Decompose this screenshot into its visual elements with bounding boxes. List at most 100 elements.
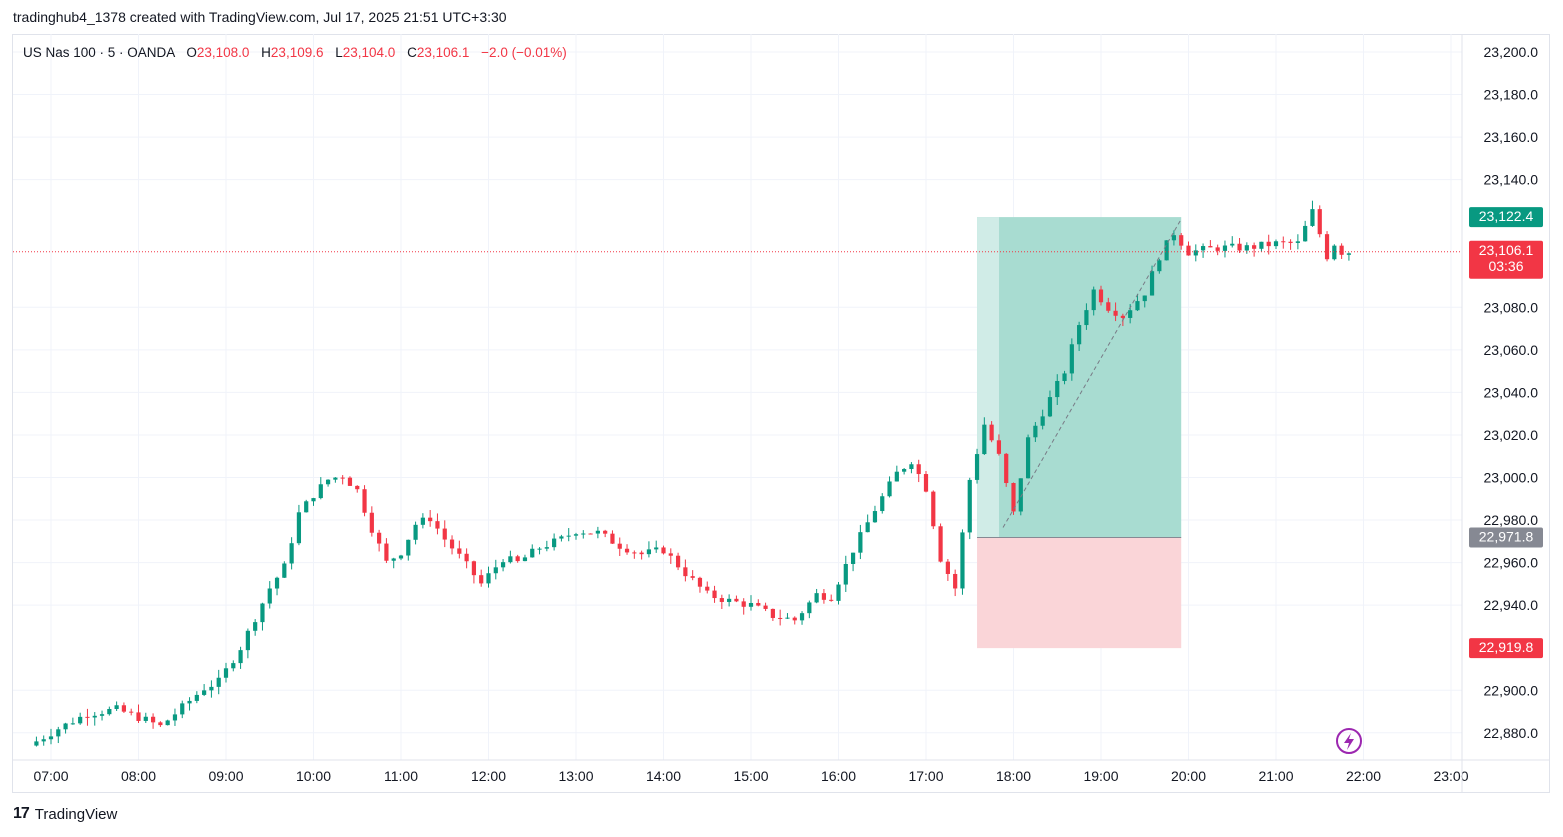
candle-body[interactable] [982,424,987,455]
candle-body[interactable] [537,548,542,550]
candle-body[interactable] [1222,245,1228,251]
candle-body[interactable] [734,598,739,602]
candle-body[interactable] [1171,235,1177,241]
candle-body[interactable] [1266,241,1271,247]
candle-body[interactable] [471,561,477,576]
candle-body[interactable] [872,511,878,523]
candle-body[interactable] [369,512,374,533]
candle-body[interactable] [78,716,83,724]
candle-body[interactable] [719,598,724,602]
candle-body[interactable] [202,690,207,695]
candle-body[interactable] [500,562,506,568]
candle-body[interactable] [85,716,90,718]
candle-body[interactable] [56,729,61,737]
candle-body[interactable] [727,598,732,602]
candle-body[interactable] [544,547,549,549]
candle-body[interactable] [479,575,484,584]
candle-body[interactable] [1346,253,1352,255]
candle-body[interactable] [289,543,294,564]
candle-body[interactable] [1208,246,1213,248]
candle-body[interactable] [829,599,834,601]
candle-body[interactable] [1011,483,1016,512]
candle-body[interactable] [92,715,97,718]
candle-body[interactable] [187,700,192,704]
candle-body[interactable] [1004,453,1009,484]
footer-brand[interactable]: 17 TradingView [13,805,117,823]
candle-body[interactable] [967,479,972,533]
candle-body[interactable] [1179,235,1184,246]
candle-body[interactable] [756,602,761,606]
loss-zone[interactable] [977,537,1182,649]
candle-body[interactable] [1033,425,1038,438]
candle-body[interactable] [274,577,280,589]
candle-body[interactable] [850,552,856,564]
candle-body[interactable] [996,440,1002,454]
candle-body[interactable] [916,464,921,475]
candle-body[interactable] [1128,310,1133,318]
candle-body[interactable] [1303,225,1308,242]
candle-body[interactable] [391,558,396,561]
candle-body[interactable] [41,739,46,742]
candle-body[interactable] [858,532,863,553]
candle-body[interactable] [1310,209,1315,226]
candle-body[interactable] [588,533,593,535]
lightning-icon[interactable] [1336,728,1362,754]
candle-body[interactable] [1069,344,1074,374]
candle-body[interactable] [610,533,615,544]
candle-body[interactable] [683,567,688,577]
candle-body[interactable] [821,593,827,600]
candle-body[interactable] [333,477,338,480]
candle-body[interactable] [624,548,630,553]
candle-body[interactable] [1230,243,1235,246]
candle-body[interactable] [741,601,746,607]
candle-body[interactable] [1018,478,1023,512]
candle-body[interactable] [566,535,571,537]
candle-body[interactable] [493,567,498,574]
candle-body[interactable] [1106,302,1111,311]
candle-body[interactable] [1281,241,1286,243]
candle-body[interactable] [1288,241,1293,243]
candle-body[interactable] [143,716,148,721]
candle-body[interactable] [1113,310,1118,316]
candle-body[interactable] [362,489,367,513]
candle-body[interactable] [909,464,914,470]
candle-body[interactable] [799,613,805,621]
candle-body[interactable] [194,694,199,701]
candle-body[interactable] [1317,209,1322,235]
candle-body[interactable] [953,573,958,589]
candle-body[interactable] [1324,234,1330,260]
profit-zone[interactable] [977,217,1182,538]
candle-body[interactable] [1273,241,1279,247]
candle-body[interactable] [807,602,812,614]
candle-body[interactable] [1098,289,1104,303]
candle-body[interactable] [413,524,418,540]
candle-body[interactable] [296,512,302,544]
candle-body[interactable] [581,533,586,535]
candle-body[interactable] [1200,246,1206,251]
candle-body[interactable] [654,547,659,550]
candle-body[interactable] [938,526,943,562]
candle-body[interactable] [355,485,360,490]
candle-body[interactable] [1142,295,1147,302]
candle-body[interactable] [311,498,316,502]
candle-body[interactable] [1193,250,1198,256]
symbol-label[interactable]: US Nas 100 · 5 · OANDA [23,45,175,60]
candle-body[interactable] [114,705,119,709]
candle-body[interactable] [1186,245,1191,256]
candle-body[interactable] [136,712,141,721]
candle-body[interactable] [843,563,848,585]
candle-body[interactable] [595,530,600,534]
candle-body[interactable] [646,549,652,555]
candle-body[interactable] [165,720,170,726]
candle-body[interactable] [603,530,608,534]
stop-price-tag[interactable] [1469,638,1543,659]
candle-body[interactable] [1025,437,1031,479]
candle-body[interactable] [661,547,666,554]
candle-body[interactable] [1040,416,1045,426]
candle-body[interactable] [318,484,323,499]
candle-body[interactable] [902,469,907,472]
candle-body[interactable] [172,714,178,721]
candle-body[interactable] [457,548,462,554]
candle-body[interactable] [1295,241,1300,243]
